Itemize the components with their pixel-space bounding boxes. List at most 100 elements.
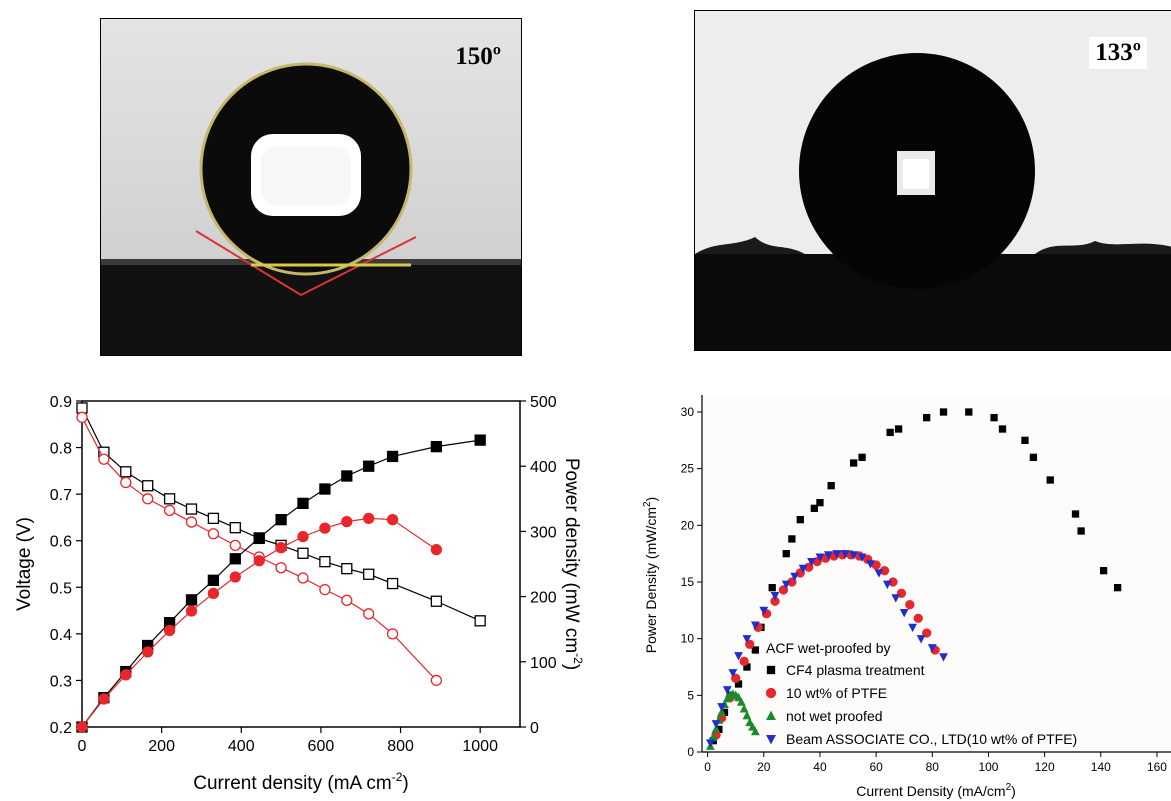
chart1-data-point — [275, 562, 287, 574]
chart2-data-point — [815, 553, 825, 562]
chart1-data-point — [363, 608, 375, 620]
chart1-y2-label: Power density (mW cm-2) — [561, 458, 585, 670]
chart2-x-tick-label: 0 — [704, 760, 711, 774]
chart2-y-tick-label: 15 — [681, 575, 695, 589]
chart1-series-line-3 — [81, 517, 437, 728]
chart2-data-point — [866, 560, 875, 569]
chart2-data-point — [816, 499, 824, 507]
chart2-data-point — [750, 621, 760, 630]
chart1-y-label: Voltage (V) — [14, 517, 35, 611]
chart1-y2-tick-label: 200 — [530, 590, 557, 607]
chart2-x-tick-label: 80 — [926, 760, 940, 774]
chart2-data-point — [894, 425, 903, 433]
chart1-data-point — [386, 450, 399, 463]
chart1-data-point — [430, 440, 443, 453]
chart1-data-point — [142, 646, 154, 658]
chart2-data-point — [939, 408, 948, 416]
chart1-y2-tick-label: 300 — [530, 524, 557, 541]
chart2-data-point — [1077, 527, 1085, 535]
chart1-data-point — [386, 514, 399, 526]
chart2-data-point — [1071, 510, 1080, 518]
chart2-data-point — [736, 697, 746, 706]
chart1-data-point — [430, 674, 443, 687]
chart1-y-tick-label: 0.6 — [50, 534, 72, 551]
chart2-data-point — [722, 686, 732, 695]
chart1-data-point — [275, 514, 287, 526]
chart1-x-tick-label: 200 — [148, 738, 175, 755]
chart2-data-point — [798, 564, 808, 574]
chart2-data-point — [734, 652, 743, 661]
chart1-data-point — [185, 605, 198, 617]
chart1-data-point — [386, 577, 399, 590]
chart2-data-point — [717, 707, 727, 716]
chart1-data-point — [341, 470, 353, 482]
chart1-x-tick-label: 0 — [78, 738, 87, 755]
chart2-x-tick-label: 140 — [1091, 760, 1111, 774]
chart1-y-tick-label: 0.5 — [50, 580, 72, 597]
chart2-x-tick-label: 60 — [869, 760, 883, 774]
chart1-data-point — [386, 628, 399, 640]
chart2-data-point — [750, 726, 760, 736]
chart2-data-point — [731, 673, 741, 683]
chart2-data-point — [717, 703, 727, 712]
chart1-data-point — [430, 544, 443, 556]
chart2-data-point — [778, 585, 789, 595]
chart1-data-point — [319, 583, 331, 596]
chart2-x-tick-label: 160 — [1147, 760, 1167, 774]
legend-entry: 10 wt% of PTFE — [786, 685, 887, 701]
chart1-x-tick-label: 1000 — [462, 738, 498, 755]
legend-marker — [766, 710, 776, 721]
chart1-data-point — [319, 483, 331, 495]
chart1-data-point — [474, 615, 486, 627]
legend-entry: Beam ASSOCIATE CO., LTD(10 wt% of PTFE) — [786, 731, 1077, 747]
chart2-data-point — [858, 453, 866, 461]
chart2-legend: ACF wet-proofed by CF4 plasma treatment 1… — [765, 640, 1077, 747]
chart1-series-line-1 — [81, 417, 437, 681]
chart2-data-point — [742, 635, 752, 644]
chart1-data-point — [229, 553, 241, 565]
chart1-data-point — [120, 466, 132, 478]
chart1-x-label: Current density (mA cm-2) — [193, 770, 409, 794]
chart1-x-tick-label: 600 — [308, 738, 335, 755]
chart1-y-tick-label: 0.8 — [50, 441, 72, 458]
chart1-data-point — [363, 512, 375, 525]
chart2-data-point — [891, 594, 901, 603]
chart1-data-point — [341, 563, 353, 575]
chart2-data-point — [927, 644, 937, 653]
chart1-data-point — [297, 530, 309, 543]
chart2-series — [706, 408, 1122, 750]
chart2-data-point — [849, 551, 859, 560]
chart2-data-point — [711, 720, 721, 729]
chart1-data-point — [297, 497, 309, 510]
droplet-image-right — [695, 11, 1171, 350]
chart2-data-point — [905, 600, 915, 610]
chart2-data-point — [745, 639, 755, 649]
chart1-data-point — [207, 574, 220, 586]
contact-angle-photo-133: 133º — [694, 10, 1171, 351]
chart2-data-point — [796, 516, 804, 524]
chart1-data-point — [229, 539, 241, 552]
chart2-data-point — [832, 550, 842, 559]
chart2-data-point — [711, 724, 721, 733]
chart1-data-point — [319, 522, 331, 534]
chart1-y-tick-label: 0.7 — [50, 487, 72, 504]
chart2-data-point — [908, 623, 918, 633]
legend-marker — [766, 734, 776, 745]
chart2-data-point — [913, 613, 923, 623]
chart2-plot-bg — [702, 395, 1171, 752]
chart2-data-point — [923, 414, 931, 422]
chart1-data-point — [142, 493, 154, 505]
chart2-data-point — [759, 606, 769, 616]
chart2-data-point — [742, 710, 752, 720]
chart1-data-point — [363, 460, 375, 472]
chart2-data-point — [807, 558, 816, 567]
chart1-frame — [81, 400, 521, 728]
chart2-x-tick-label: 120 — [1035, 760, 1055, 774]
chart2-data-point — [739, 704, 749, 713]
power-density-chart: 0 20 40 60 80 100 120 140 160 0 5 10 15 20 25 30 ACF w… — [642, 395, 1171, 799]
chart1-data-point — [76, 411, 88, 423]
chart2-data-point — [708, 732, 718, 741]
chart1-data-point — [98, 453, 110, 465]
chart1-data-point — [275, 542, 287, 554]
contact-angle-label-left: 150º — [455, 43, 501, 70]
